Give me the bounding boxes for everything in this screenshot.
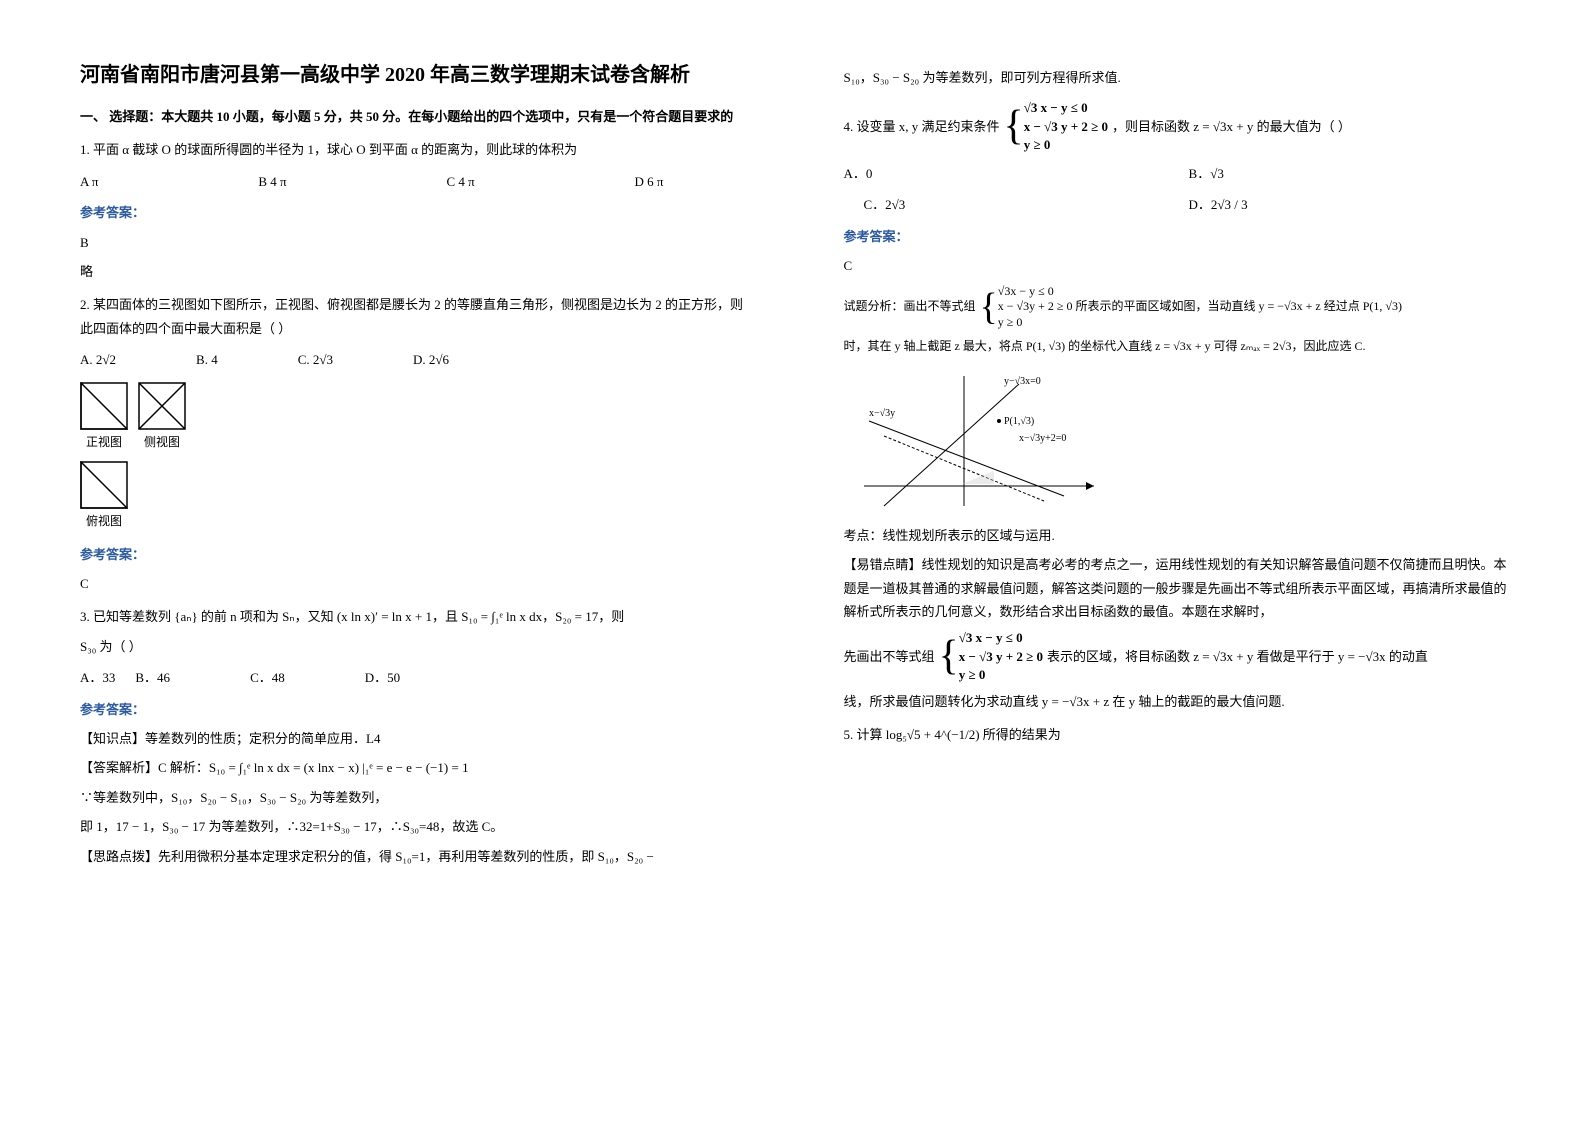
q3-explain1: 【答案解析】C 解析：S₁₀ = ∫₁ᵉ ln x dx = (x lnx − … — [80, 756, 744, 779]
q2-answer-label: 参考答案： — [80, 543, 744, 566]
q2-opt-c: C. 2√3 — [298, 348, 333, 371]
graph-label-line2: x−√3y — [869, 408, 895, 419]
right-top-continuation: S₁₀，S₃₀ − S₂₀ 为等差数列，即可列方程得所求值. — [844, 66, 1508, 89]
q3-opt-d: D．50 — [365, 666, 400, 689]
q1-answer-label: 参考答案： — [80, 201, 744, 224]
q4-yicuo2a: 先画出不等式组 — [844, 645, 935, 668]
graph-label-line3: x−√3y+2=0 — [1019, 433, 1066, 444]
q4-yicuo2b: 表示的区域，将目标函数 z = √3x + y 看做是平行于 y = −√3x … — [1047, 645, 1428, 668]
three-views: 正视图 侧视图 俯视图 — [80, 382, 744, 533]
q4-analysis2: 时，其在 y 轴上截距 z 最大，将点 P(1, √3) 的坐标代入直线 z =… — [844, 336, 1508, 358]
q4-region-graph: y−√3x=0 x−√3y x−√3y+2=0 P(1,√3) — [844, 366, 1508, 516]
q4-text2: ，则目标函数 z = √3x + y 的最大值为（ ） — [1112, 115, 1351, 138]
section-heading: 一、 选择题：本大题共 10 小题，每小题 5 分，共 50 分。在每小题给出的… — [80, 105, 744, 128]
q2-opt-b: B. 4 — [196, 348, 218, 371]
q4-opt-c: C．2√3 — [864, 193, 1182, 216]
q1-answer: B — [80, 231, 744, 254]
q1-opt-a: A π — [80, 170, 98, 193]
q5-text: 5. 计算 log₅√5 + 4^(−1/2) 所得的结果为 — [844, 723, 1508, 746]
page-title: 河南省南阳市唐河县第一高级中学 2020 年高三数学理期末试卷含解析 — [80, 60, 744, 90]
q2-opt-d: D. 2√6 — [413, 348, 449, 371]
q1-note: 略 — [80, 260, 744, 283]
q3-opt-c: C．48 — [250, 666, 285, 689]
front-view-label: 正视图 — [80, 432, 128, 454]
q4-opt-b: B．√3 — [1189, 162, 1507, 185]
q3-knowledge: 【知识点】等差数列的性质；定积分的简单应用．L4 — [80, 727, 744, 750]
front-view-icon — [80, 382, 128, 430]
q1-text: 1. 平面 α 截球 O 的球面所得圆的半径为 1，球心 O 到平面 α 的距离… — [80, 138, 744, 161]
graph-label-point: P(1,√3) — [1004, 416, 1034, 427]
q4-y-cond1: √3 x − y ≤ 0 — [959, 629, 1043, 647]
q4-answer: C — [844, 254, 1508, 277]
q3-text1: 3. 已知等差数列 {aₙ} 的前 n 项和为 Sₙ，又知 (x ln x)′ … — [80, 605, 744, 628]
q4-cond3: y ≥ 0 — [1024, 136, 1108, 154]
q4-yicuo1: 【易错点睛】线性规划的知识是高考必考的考点之一，运用线性规划的有关知识解答最值问… — [844, 553, 1508, 623]
q2-text: 2. 某四面体的三视图如下图所示，正视图、俯视图都是腰长为 2 的等腰直角三角形… — [80, 293, 744, 340]
q4-stem: 4. 设变量 x, y 满足约束条件 { √3 x − y ≤ 0 x − √3… — [844, 99, 1508, 154]
q4-yicuo3: 线，所求最值问题转化为求动直线 y = −√3x + z 在 y 轴上的截距的最… — [844, 690, 1508, 713]
q3-explain4: 【思路点拨】先利用微积分基本定理求定积分的值，得 S₁₀=1，再利用等差数列的性… — [80, 845, 744, 868]
q1-opt-c: C 4 π — [446, 170, 474, 193]
q3-opt-b: B．46 — [135, 666, 170, 689]
q4-options-row1: A．0 B．√3 — [844, 162, 1508, 185]
q4-cond2: x − √3 y + 2 ≥ 0 — [1024, 118, 1108, 136]
q4-answer-label: 参考答案： — [844, 225, 1508, 248]
q4-options-row2: C．2√3 D．2√3 / 3 — [844, 193, 1508, 216]
q2-answer: C — [80, 572, 744, 595]
q2-options: A. 2√2 B. 4 C. 2√3 D. 2√6 — [80, 348, 744, 371]
q4-y-cond3: y ≥ 0 — [959, 666, 1043, 684]
q4-cond1: √3 x − y ≤ 0 — [1024, 99, 1108, 117]
q3-explain3: 即 1，17 − 1，S₃₀ − 17 为等差数列，∴32=1+S₃₀ − 17… — [80, 815, 744, 838]
q3-options: A．33 B．46 C．48 D．50 — [80, 666, 744, 689]
q4-acond3: y ≥ 0 — [998, 315, 1402, 331]
q1-opt-d: D 6 π — [635, 170, 664, 193]
q4-yicuo-block2: 先画出不等式组 { √3 x − y ≤ 0 x − √3 y + 2 ≥ 0 … — [844, 629, 1508, 684]
q4-acond2: x − √3y + 2 ≥ 0 所表示的平面区域如图，当动直线 y = −√3x… — [998, 299, 1402, 315]
q4-acond1: √3x − y ≤ 0 — [998, 284, 1402, 300]
q2-opt-a: A. 2√2 — [80, 348, 116, 371]
q4-analysis1: 试题分析：画出不等式组 — [844, 296, 976, 318]
q4-kaodian: 考点：线性规划所表示的区域与运用. — [844, 524, 1508, 547]
q4-analysis-block1: 试题分析：画出不等式组 { √3x − y ≤ 0 x − √3y + 2 ≥ … — [844, 284, 1508, 331]
q4-opt-d: D．2√3 / 3 — [1189, 193, 1507, 216]
q3-answer-label: 参考答案： — [80, 698, 744, 721]
q3-opt-a: A．33 — [80, 666, 115, 689]
top-view-icon — [80, 461, 128, 509]
side-view-label: 侧视图 — [138, 432, 186, 454]
q4-text1: 4. 设变量 x, y 满足约束条件 — [844, 115, 1000, 138]
top-view-label: 俯视图 — [80, 511, 128, 533]
q4-opt-a: A．0 — [844, 162, 1162, 185]
q1-opt-b: B 4 π — [258, 170, 286, 193]
graph-label-line1: y−√3x=0 — [1004, 376, 1041, 387]
q3-text2: S₃₀ 为（ ） — [80, 635, 744, 658]
q4-y-cond2: x − √3 y + 2 ≥ 0 — [959, 648, 1043, 666]
q3-explain2: ∵等差数列中，S₁₀，S₂₀ − S₁₀，S₃₀ − S₂₀ 为等差数列， — [80, 786, 744, 809]
q1-options: A π B 4 π C 4 π D 6 π — [80, 170, 744, 193]
side-view-icon — [138, 382, 186, 430]
